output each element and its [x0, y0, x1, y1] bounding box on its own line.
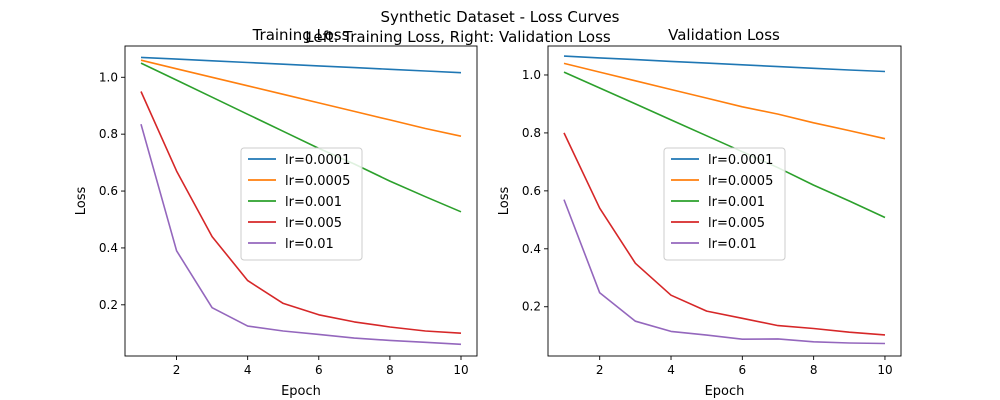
series-line-lr=0.0005: [140, 59, 462, 137]
x-tick-label: 10: [877, 363, 892, 377]
x-tick-label: 10: [453, 363, 468, 377]
legend-box: [663, 147, 786, 261]
x-tick-label: 4: [667, 363, 675, 377]
y-tick-label: 0.2: [522, 300, 541, 314]
y-axis-label: Loss: [497, 187, 512, 216]
legend-label: lr=0.0001: [708, 153, 773, 168]
y-tick-label: 0.6: [99, 184, 118, 198]
legend-label: lr=0.0005: [285, 174, 350, 189]
figure-suptitle-line1: Synthetic Dataset - Loss Curves: [380, 8, 619, 26]
x-tick-label: 8: [386, 363, 394, 377]
x-tick-label: 8: [810, 363, 818, 377]
figure-suptitle-line2: Left: Training Loss, Right: Validation L…: [305, 28, 611, 46]
x-tick-label: 6: [739, 363, 747, 377]
y-tick-label: 0.4: [522, 242, 541, 256]
legend: lr=0.0001 lr=0.0005 lr=0.001 lr=0.005 lr=0.0…: [663, 147, 786, 261]
validation-loss-panel: Validation Loss 2 4 6 8 10 0.2 0.4 0.6 0.8 1.0 Epoc…: [497, 26, 902, 399]
y-tick-label: 1.0: [522, 68, 541, 82]
chart-title: Training Loss: [252, 26, 350, 44]
legend-label: lr=0.0005: [708, 174, 773, 189]
legend-label: lr=0.005: [708, 216, 765, 231]
x-tick-label: 2: [173, 363, 181, 377]
legend-label: lr=0.01: [708, 237, 757, 252]
legend-label: lr=0.01: [285, 237, 334, 252]
legend-label: lr=0.001: [285, 195, 342, 210]
series-line-lr=0.0001: [563, 55, 886, 73]
y-tick-label: 1.0: [99, 70, 118, 84]
x-tick-label: 2: [596, 363, 604, 377]
legend-label: lr=0.001: [708, 195, 765, 210]
legend-box: [240, 147, 363, 261]
x-tick-label: 4: [244, 363, 252, 377]
y-tick-label: 0.8: [99, 127, 118, 141]
series-line-lr=0.005: [563, 132, 886, 336]
chart-title: Validation Loss: [668, 26, 780, 44]
series-line-lr=0.0005: [563, 62, 886, 140]
x-tick-label: 6: [315, 363, 323, 377]
y-axis-label: Loss: [74, 187, 89, 216]
x-axis-label: Epoch: [281, 384, 321, 399]
series-line-lr=0.001: [563, 71, 886, 219]
series-line-lr=0.0001: [140, 56, 462, 74]
y-tick-label: 0.8: [522, 126, 541, 140]
legend-label: lr=0.0001: [285, 153, 350, 168]
y-tick-label: 0.2: [99, 298, 118, 312]
axes-frame: [124, 45, 478, 357]
x-axis-label: Epoch: [705, 384, 745, 399]
y-tick-label: 0.6: [522, 184, 541, 198]
series-line-lr=0.005: [140, 91, 462, 334]
series-line-lr=0.01: [563, 199, 886, 345]
series-line-lr=0.01: [140, 123, 462, 346]
y-tick-label: 0.4: [99, 241, 118, 255]
legend: lr=0.0001 lr=0.0005 lr=0.001 lr=0.005 lr=0.0…: [240, 147, 363, 261]
legend-label: lr=0.005: [285, 216, 342, 231]
training-loss-panel: Training Loss 2 4 6 8 10 0.2 0.4 0.6 0.8 1.0 Epoch L…: [74, 26, 478, 399]
series-line-lr=0.001: [140, 62, 462, 213]
axes-frame: [547, 45, 902, 357]
